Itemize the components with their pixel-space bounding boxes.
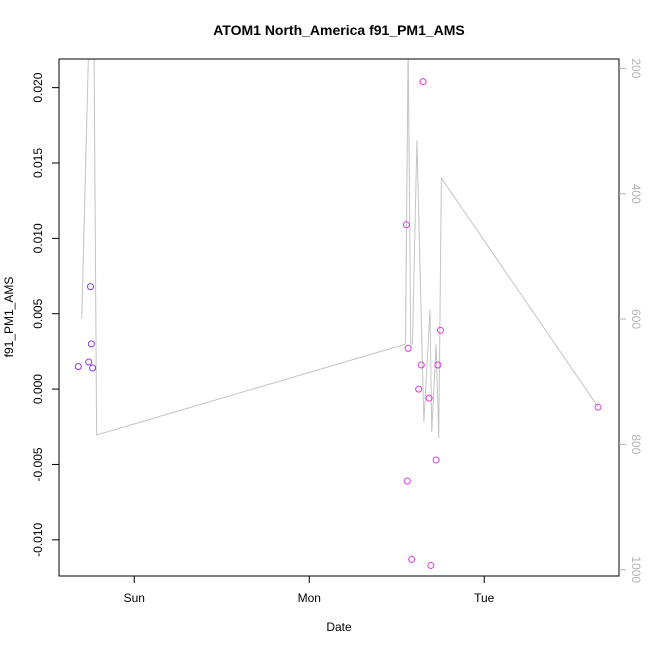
data-point-17	[594, 403, 602, 411]
y2-tick-label-4: 1000	[629, 556, 643, 583]
data-point-12	[425, 394, 433, 402]
y2-tick-label-3: 800	[629, 434, 643, 454]
data-point-11	[419, 78, 427, 86]
data-point-6	[403, 477, 411, 485]
data-point-14	[432, 456, 440, 464]
data-point-0	[74, 362, 82, 370]
y2-tick-label-0: 200	[629, 58, 643, 78]
y-tick-label-6: 0.020	[31, 72, 45, 102]
data-point-9	[415, 385, 423, 393]
chart-title: ATOM1 North_America f91_PM1_AMS	[213, 22, 465, 38]
x-tick-label-0: Sun	[124, 591, 145, 605]
x-tick-label-1: Mon	[298, 591, 321, 605]
x-tick-label-2: Tue	[474, 591, 495, 605]
y-tick-label-3: 0.005	[31, 298, 45, 328]
y-tick-label-0: -0.010	[31, 522, 45, 556]
y2-tick-label-2: 600	[629, 309, 643, 329]
y2-axis: 200 400 600 800 1000	[619, 58, 643, 583]
x-axis: Sun Mon Tue	[124, 576, 495, 605]
y-tick-label-1: -0.005	[31, 447, 45, 481]
y-tick-label-5: 0.015	[31, 148, 45, 178]
y2-tick-label-1: 400	[629, 184, 643, 204]
data-point-1	[85, 358, 93, 366]
data-point-15	[434, 361, 442, 369]
points-layer	[74, 78, 602, 569]
data-point-8	[408, 555, 416, 563]
data-point-4	[89, 364, 97, 372]
data-point-3	[87, 340, 95, 348]
data-point-2	[87, 283, 94, 291]
data-point-13	[427, 561, 435, 569]
y-axis: -0.010 -0.005 0.000 0.005 0.010 0.015 0.020	[31, 72, 59, 557]
series-line	[81, 59, 599, 439]
y-tick-label-4: 0.010	[31, 223, 45, 253]
x-axis-label: Date	[326, 620, 352, 634]
y-axis-label: f91_PM1_AMS	[2, 277, 16, 358]
data-point-16	[437, 326, 444, 334]
data-point-5	[402, 221, 410, 229]
data-point-7	[404, 344, 412, 352]
y-tick-label-2: 0.000	[31, 374, 45, 404]
plot-frame	[58, 58, 620, 577]
data-point-10	[417, 361, 425, 369]
line-series-layer	[81, 59, 599, 439]
